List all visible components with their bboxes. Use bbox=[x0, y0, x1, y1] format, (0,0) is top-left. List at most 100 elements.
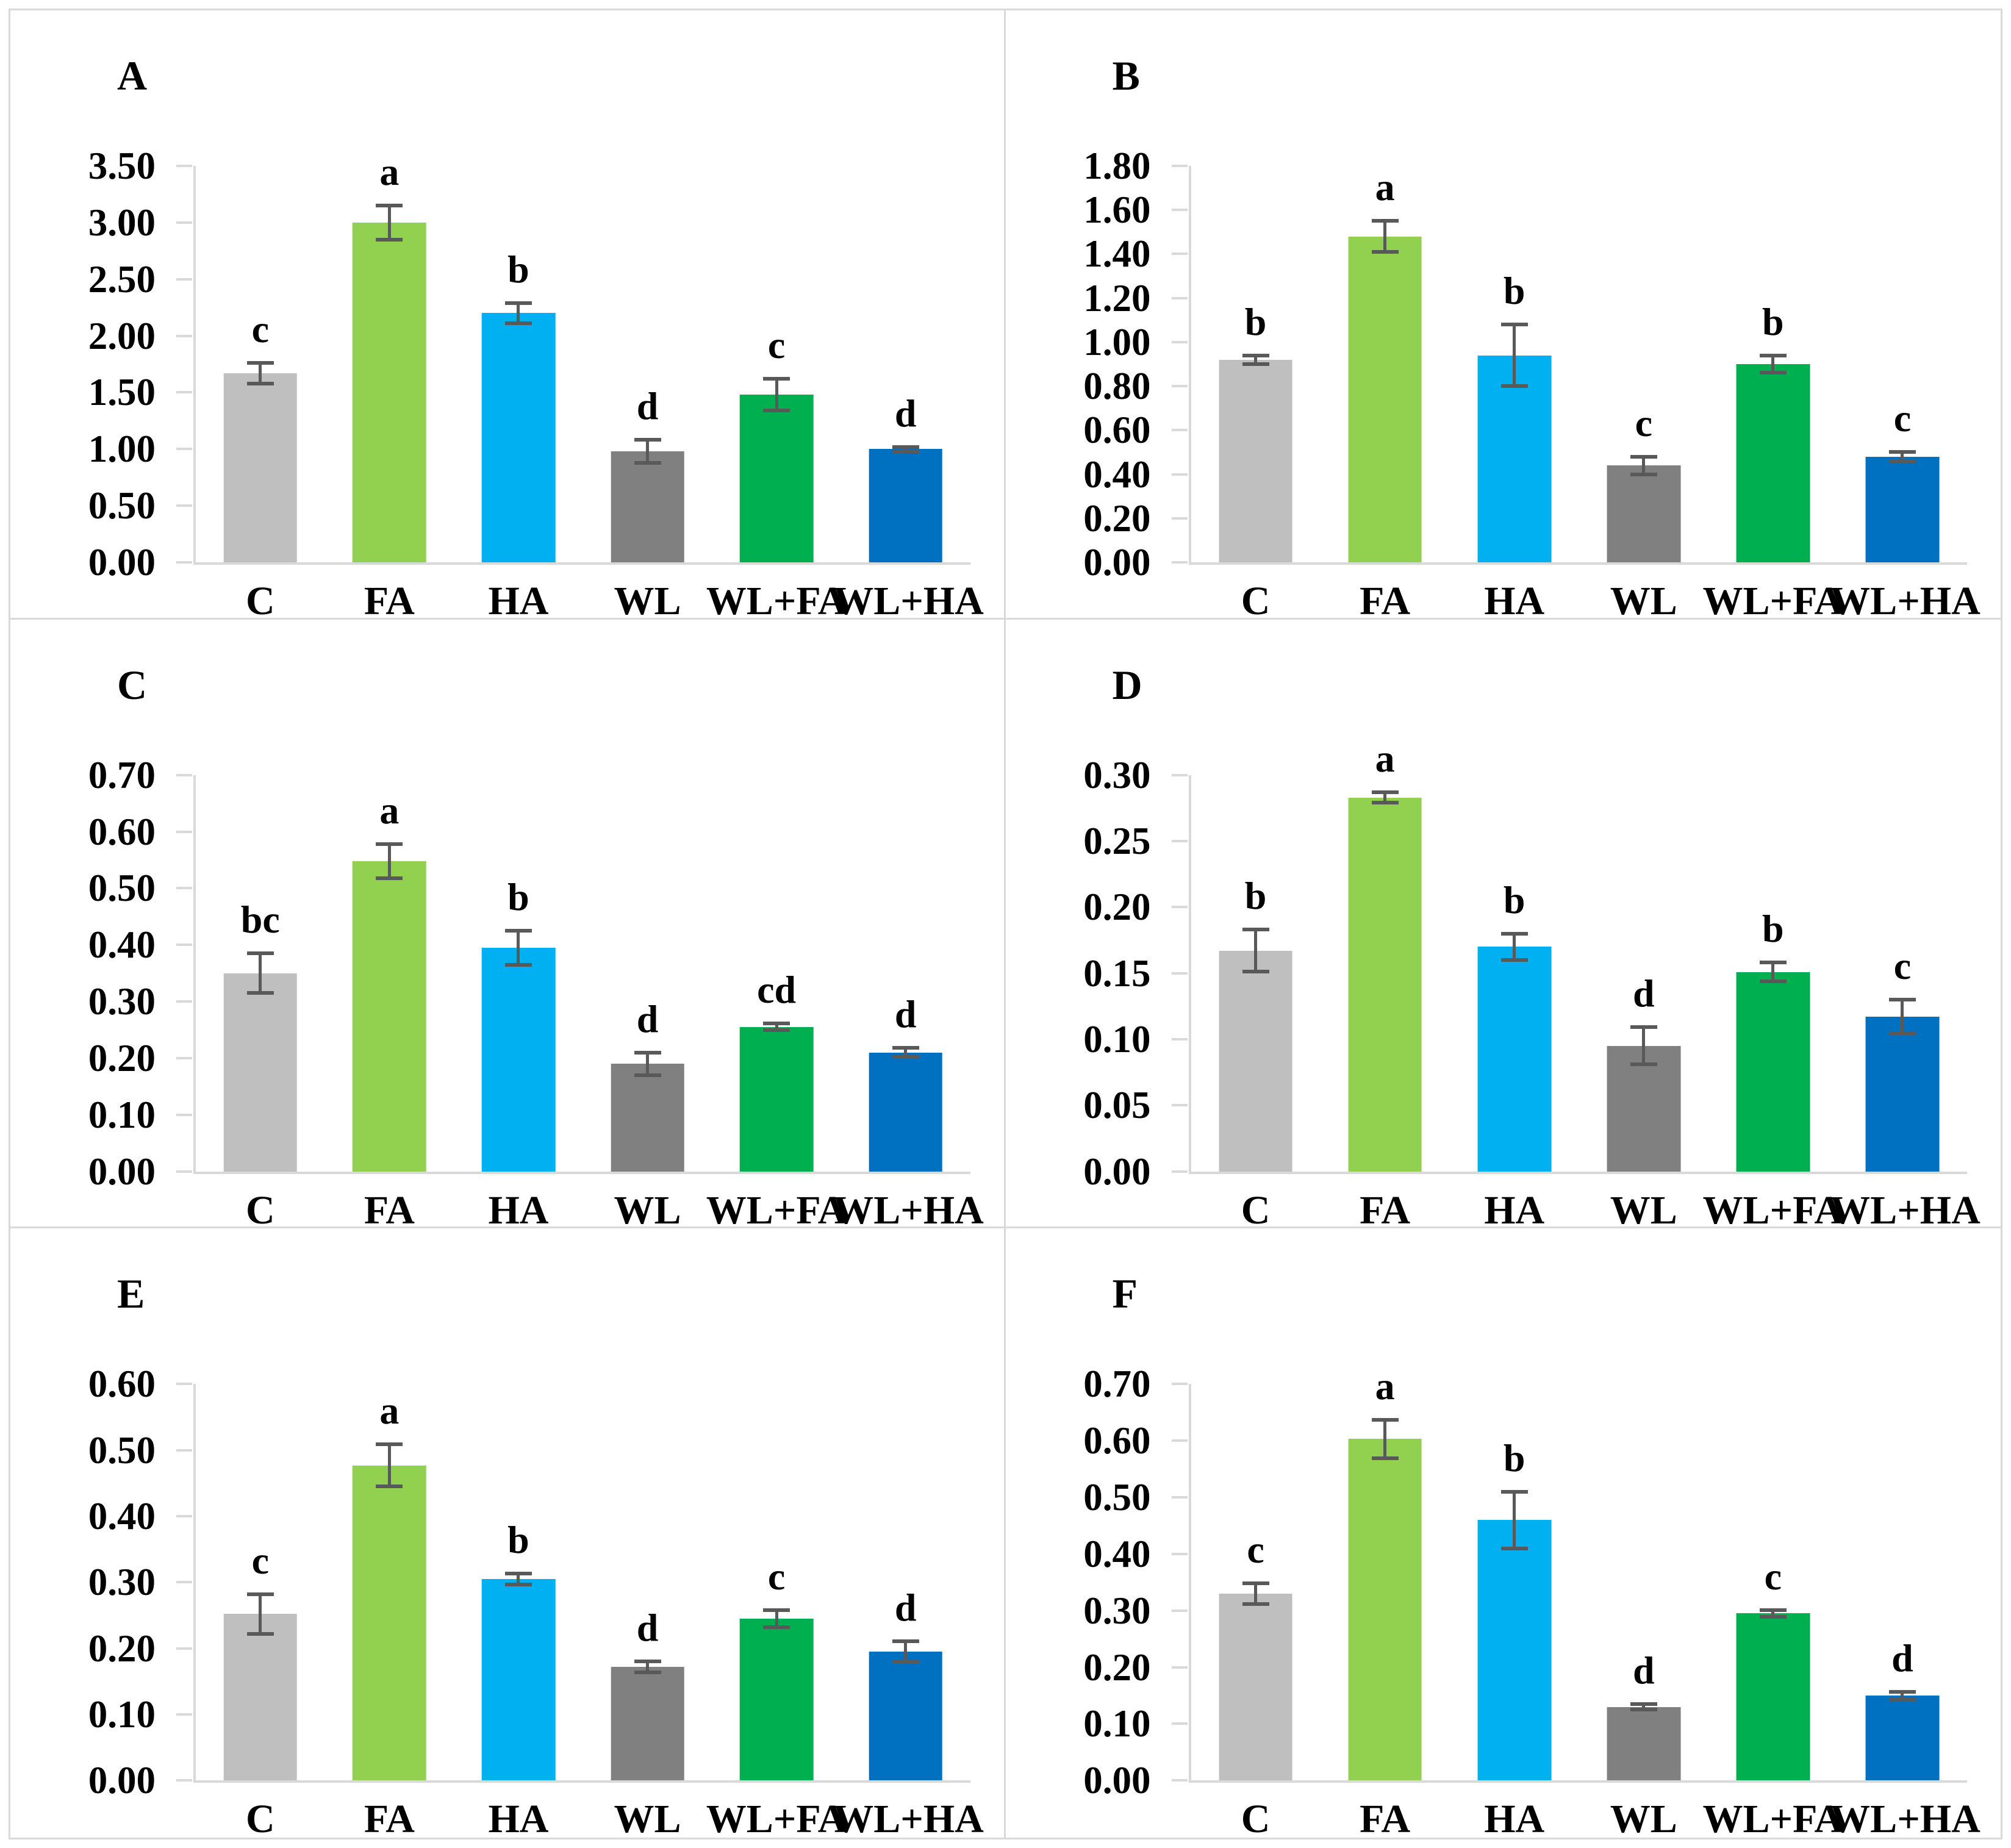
error-bar-stem bbox=[904, 446, 908, 451]
y-axis-tick bbox=[1171, 165, 1188, 167]
x-axis-label-HA: HA bbox=[1484, 1187, 1545, 1229]
x-axis-label-FA: FA bbox=[1360, 1797, 1411, 1838]
significance-letter: c bbox=[1764, 1554, 1782, 1598]
y-axis-tick-label: 0.10 bbox=[88, 1692, 156, 1736]
error-bar-bottom-cap bbox=[1500, 384, 1528, 389]
error-bar-bottom-cap bbox=[1242, 970, 1269, 974]
y-axis-tick bbox=[1171, 972, 1188, 975]
error-bar-bottom-cap bbox=[1759, 371, 1787, 375]
error-bar-stem bbox=[1771, 962, 1775, 981]
bar-WL+HA bbox=[1865, 456, 1940, 562]
y-axis-tick-label: 0.60 bbox=[88, 810, 156, 853]
error-bar-stem bbox=[1513, 933, 1516, 960]
bar-WL bbox=[611, 1667, 684, 1781]
error-bar-top-cap bbox=[1242, 353, 1269, 357]
y-axis-tick-label: 0.00 bbox=[88, 1759, 156, 1802]
error-bar-bottom-cap bbox=[892, 449, 919, 453]
category-cell-C: bc C bbox=[196, 775, 325, 1227]
significance-letter: b bbox=[1503, 269, 1525, 312]
x-axis-label-HA: HA bbox=[1484, 1797, 1545, 1838]
category-cell-WL+HA: d WL+HA bbox=[833, 1384, 984, 1838]
bar-C bbox=[1219, 950, 1292, 1172]
x-axis-label-FA: FA bbox=[364, 1187, 415, 1229]
x-axis-label-C: C bbox=[1241, 579, 1271, 620]
error-bar-top-cap bbox=[1371, 790, 1399, 794]
x-axis-label-WL: WL bbox=[614, 579, 681, 620]
x-axis-label-WL: WL bbox=[614, 1797, 681, 1838]
error-bar-stem bbox=[1642, 1027, 1646, 1065]
y-axis-tick bbox=[176, 1383, 192, 1386]
y-axis-line bbox=[193, 775, 196, 1172]
error-bar-top-cap bbox=[376, 1442, 403, 1446]
bar-WL+HA bbox=[869, 1652, 942, 1781]
x-axis-label-HA: HA bbox=[488, 579, 549, 620]
x-axis-label-WL+HA: WL+HA bbox=[833, 1797, 984, 1838]
error-bar-top-cap bbox=[1500, 931, 1528, 936]
y-axis-tick-label: 0.00 bbox=[1083, 1150, 1151, 1193]
error-bar-bottom-cap bbox=[504, 321, 532, 326]
error-bar-stem bbox=[387, 843, 391, 878]
significance-letter: b bbox=[1244, 874, 1267, 918]
error-bar-top-cap bbox=[376, 842, 403, 846]
significance-letter: b bbox=[1244, 299, 1267, 343]
error-bar-bottom-cap bbox=[1242, 1602, 1269, 1606]
significance-letter: b bbox=[507, 875, 529, 919]
error-bar-bottom-cap bbox=[1242, 362, 1269, 366]
bar-FA bbox=[353, 1465, 426, 1781]
error-bar-stem bbox=[646, 1052, 650, 1075]
error-bar-bottom-cap bbox=[1371, 1456, 1399, 1460]
x-axis-label-HA: HA bbox=[488, 1797, 549, 1838]
y-axis-tick bbox=[1171, 1170, 1188, 1173]
x-axis-label-FA: FA bbox=[364, 579, 415, 620]
panel-title-a: A bbox=[117, 52, 148, 99]
bar-WL+FA bbox=[739, 1618, 814, 1781]
y-axis-tick-label: 0.60 bbox=[1083, 409, 1151, 452]
bar-WL+HA bbox=[1865, 1017, 1940, 1172]
bar-WL+FA bbox=[1736, 972, 1810, 1172]
error-bar-top-cap bbox=[634, 1050, 661, 1055]
panel-title-f: F bbox=[1112, 1270, 1138, 1317]
y-axis-tick bbox=[1171, 1552, 1188, 1555]
y-axis-tick-label: 0.00 bbox=[88, 541, 156, 584]
error-bar-stem bbox=[259, 363, 262, 384]
error-bar-top-cap bbox=[1888, 997, 1916, 1001]
x-axis-label-C: C bbox=[245, 579, 275, 620]
x-axis-label-WL+FA: WL+FA bbox=[706, 1797, 847, 1838]
x-axis-line bbox=[193, 562, 970, 565]
category-cell-WL: d WL bbox=[583, 166, 712, 618]
significance-letter: b bbox=[507, 247, 529, 291]
y-axis-tick bbox=[1171, 906, 1188, 909]
bar-C bbox=[223, 373, 298, 562]
error-bar-bottom-cap bbox=[1888, 459, 1916, 463]
bar-C bbox=[223, 973, 298, 1172]
category-cell-HA: b HA bbox=[1450, 166, 1579, 618]
y-axis-tick-label: 0.00 bbox=[88, 1150, 156, 1193]
bar-HA bbox=[481, 947, 556, 1172]
error-bar-top-cap bbox=[1242, 928, 1269, 932]
x-axis-label-WL: WL bbox=[614, 1187, 681, 1229]
y-axis-tick bbox=[176, 944, 192, 947]
bar-C bbox=[1219, 1593, 1292, 1781]
bar-FA bbox=[353, 861, 426, 1172]
y-axis-tick bbox=[176, 1514, 192, 1517]
y-axis-tick bbox=[176, 504, 192, 507]
significance-letter: a bbox=[379, 1388, 400, 1432]
y-axis-tick-label: 0.00 bbox=[1083, 541, 1151, 584]
y-axis-tick bbox=[176, 1713, 192, 1716]
y-axis-tick-label: 3.50 bbox=[88, 145, 156, 187]
error-bar-top-cap bbox=[504, 301, 532, 305]
y-axis-tick bbox=[176, 1647, 192, 1650]
y-axis-tick-label: 0.20 bbox=[1083, 1646, 1151, 1689]
error-bar-stem bbox=[1513, 324, 1516, 387]
y-axis-tick bbox=[1171, 252, 1188, 256]
y-axis-tick-label: 1.80 bbox=[1083, 145, 1151, 187]
x-axis-label-HA: HA bbox=[488, 1187, 549, 1229]
y-axis-tick-label: 0.20 bbox=[1083, 496, 1151, 540]
